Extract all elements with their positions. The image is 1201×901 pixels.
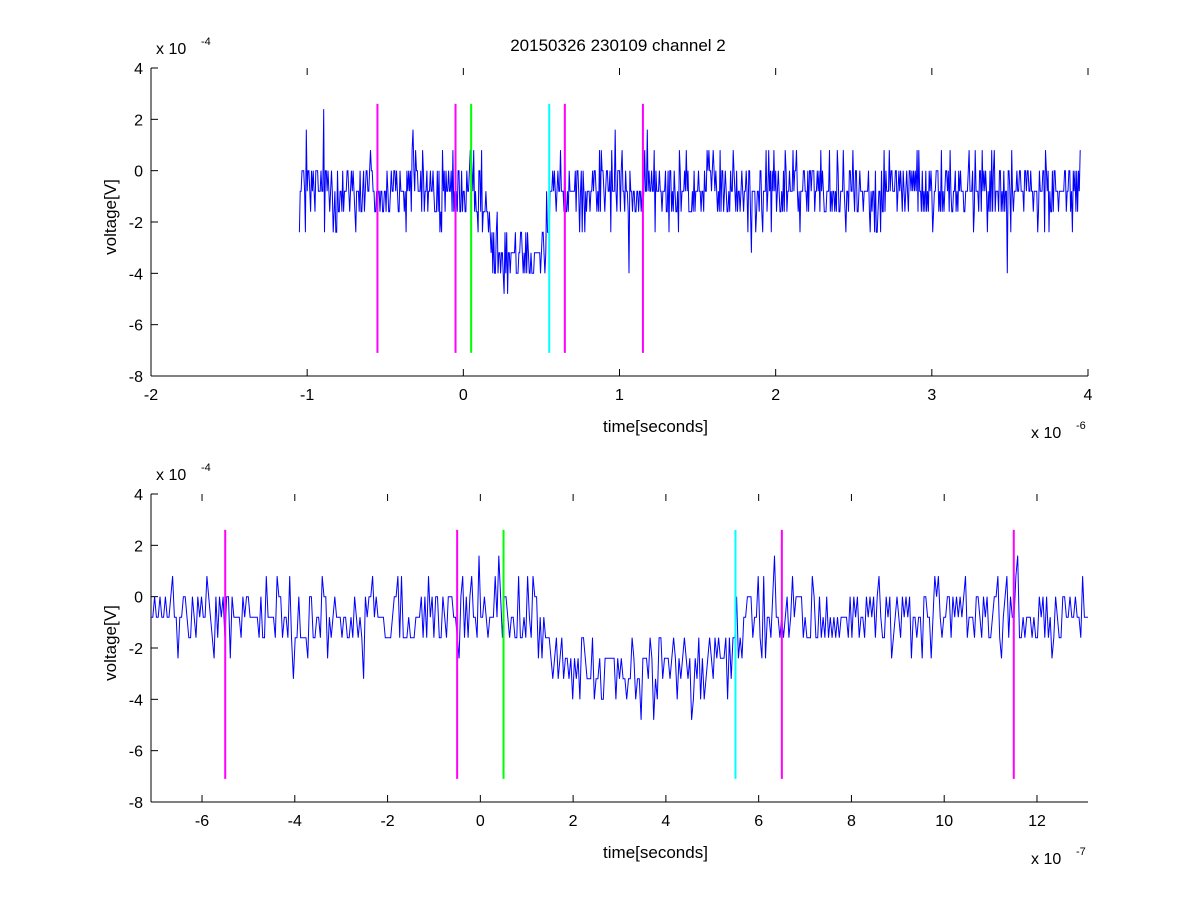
y-tick-label: 0 — [134, 590, 143, 607]
y-exponent-label: x 10 — [156, 467, 186, 484]
y-axis-label: voltage[V] — [101, 179, 120, 255]
signal-trace — [298, 109, 1081, 294]
x-axis-label: time[seconds] — [603, 843, 708, 862]
x-exponent-superscript: -7 — [1076, 846, 1086, 858]
x-tick-label: -2 — [380, 813, 394, 830]
x-tick-label: 4 — [1084, 387, 1093, 404]
x-tick-label: 0 — [459, 387, 468, 404]
y-tick-label: -4 — [129, 692, 143, 709]
y-exponent-superscript: -4 — [201, 36, 211, 48]
y-tick-label: 2 — [134, 112, 143, 129]
x-tick-label: 6 — [754, 813, 763, 830]
x-tick-label: 2 — [771, 387, 780, 404]
x-exponent-superscript: -6 — [1076, 420, 1086, 432]
chart-title: 20150326 230109 channel 2 — [510, 36, 726, 55]
y-exponent-superscript: -4 — [201, 462, 211, 474]
x-tick-label: -4 — [288, 813, 302, 830]
x-tick-label: -2 — [144, 387, 158, 404]
top-axes: -2 -1 0 1 2 3 4 4 2 0 -2 -4 -6 -8 time[seconds] voltage… — [101, 36, 1093, 442]
bottom-axes: -6 -4 -2 0 2 4 6 8 10 12 4 2 0 -2 -4 -6 -8 time[seconds] v… — [101, 462, 1088, 868]
y-tick-label: -8 — [129, 369, 143, 386]
x-exponent-label: x 10 — [1031, 425, 1061, 442]
y-tick-label: 2 — [134, 538, 143, 555]
x-tick-label: 10 — [935, 813, 953, 830]
x-tick-label: 2 — [569, 813, 578, 830]
y-tick-label: -4 — [129, 266, 143, 283]
x-tick-label: 1 — [615, 387, 624, 404]
x-tick-label: 0 — [476, 813, 485, 830]
x-tick-label: -1 — [300, 387, 314, 404]
y-tick-label: -8 — [129, 795, 143, 812]
x-axis-label: time[seconds] — [603, 417, 708, 436]
y-tick-label: -2 — [129, 641, 143, 658]
x-tick-label: 8 — [847, 813, 856, 830]
y-tick-label: -6 — [129, 318, 143, 335]
y-tick-label: -6 — [129, 744, 143, 761]
y-exponent-label: x 10 — [156, 41, 186, 58]
x-tick-label: -6 — [195, 813, 209, 830]
y-axis-label: voltage[V] — [101, 605, 120, 681]
x-exponent-label: x 10 — [1031, 851, 1061, 868]
x-tick-label: 3 — [927, 387, 936, 404]
y-tick-label: 4 — [134, 61, 143, 78]
y-tick-label: 4 — [134, 487, 143, 504]
signal-trace — [151, 555, 1088, 720]
x-tick-label: 4 — [661, 813, 670, 830]
x-tick-label: 12 — [1028, 813, 1046, 830]
y-tick-label: -2 — [129, 215, 143, 232]
y-tick-label: 0 — [134, 164, 143, 181]
